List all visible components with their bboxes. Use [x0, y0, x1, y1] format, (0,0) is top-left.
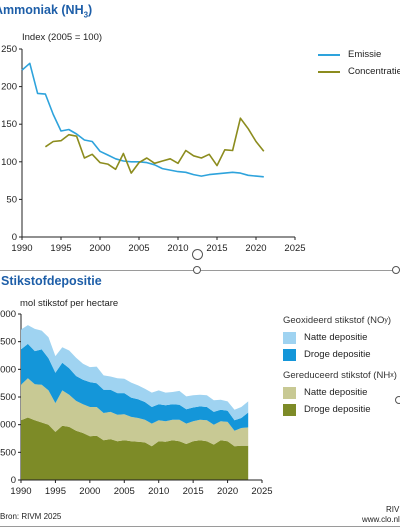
- y-tick-label: 2500: [0, 337, 16, 348]
- bottom-y-axis-unit: mol stikstof per hectare: [20, 298, 119, 309]
- emissie-line: [21, 62, 264, 178]
- y-tick-label: 0: [12, 232, 17, 243]
- nhx-natte-area: [21, 378, 249, 447]
- y-tick-label: 250: [1, 44, 17, 55]
- x-tick-label: 2005: [114, 486, 135, 497]
- source-site: www.clo.nl: [362, 515, 400, 524]
- x-tick-label: 2000: [89, 243, 110, 254]
- nhx-natte-swatch: [283, 386, 296, 399]
- x-tick-label: 1990: [10, 486, 31, 497]
- nhx-droge-area: [21, 417, 249, 480]
- top-chart-title: Ammoniak (NH3): [0, 3, 93, 20]
- bottom-chart-title: Stikstofdepositie: [1, 274, 102, 288]
- y-tick-label: 3000: [0, 309, 16, 320]
- x-tick-label: 2015: [206, 243, 227, 254]
- legend-label: Concentratie: [348, 66, 400, 77]
- source-label: Bron: RIVM 2025: [0, 512, 62, 521]
- y-tick-label: 1500: [0, 392, 16, 403]
- legend-item-concentratie: Concentratie: [318, 63, 400, 80]
- legend-item-nhx-natte: Natte depositie: [283, 384, 397, 401]
- x-tick-label: 1995: [45, 486, 66, 497]
- bottom-divider: [0, 526, 400, 527]
- legend-label: Droge depositie: [304, 404, 371, 415]
- x-tick-label: 2005: [128, 243, 149, 254]
- concentratie-line: [44, 117, 265, 174]
- top-legend: Emissie Concentratie: [318, 46, 400, 80]
- x-tick-label: 2015: [183, 486, 204, 497]
- x-tick-label: 2010: [167, 243, 188, 254]
- x-tick-label: 1995: [50, 243, 71, 254]
- legend-label: Emissie: [348, 49, 382, 60]
- resize-handle-right-middle[interactable]: [395, 396, 400, 404]
- rotate-handle[interactable]: [192, 249, 203, 260]
- y-tick-label: 1000: [0, 420, 16, 431]
- nox-natte-area: [21, 325, 249, 421]
- y-tick-label: 500: [0, 447, 16, 458]
- y-tick-label: 100: [1, 157, 17, 168]
- legend-group-geoxideerd: Geoxideerd stikstof (NO y): [283, 315, 392, 326]
- bottom-legend: Geoxideerd stikstof (NO y) Natte depositi…: [283, 312, 397, 418]
- legend-group-gereduceerd: Gereduceerd stikstof (NH x): [283, 370, 397, 381]
- y-tick-label: 150: [1, 119, 17, 130]
- top-y-axis-unit: Index (2005 = 100): [22, 32, 103, 43]
- emissie-swatch: [318, 53, 340, 56]
- x-tick-label: 2020: [245, 243, 266, 254]
- legend-label: Natte depositie: [304, 387, 368, 398]
- source-code: RIV: [386, 505, 400, 514]
- y-tick-label: 0: [11, 475, 16, 486]
- y-tick-label: 2000: [0, 364, 16, 375]
- legend-item-nox-natte: Natte depositie: [283, 329, 397, 346]
- y-tick-label: 50: [6, 194, 17, 205]
- x-tick-label: 2025: [251, 486, 272, 497]
- top-chart-plot: 0 50 100 150 200 250 1990 1995 2000 2005 2010 2015 2…: [1, 44, 305, 254]
- legend-item-emissie: Emissie: [318, 46, 400, 63]
- x-tick-label: 2025: [284, 243, 305, 254]
- legend-item-nhx-droge: Droge depositie: [283, 401, 397, 418]
- y-tick-label: 200: [1, 82, 17, 93]
- legend-item-nox-droge: Droge depositie: [283, 346, 397, 363]
- legend-label: Natte depositie: [304, 332, 368, 343]
- bottom-chart-plot: 0 500 1000 1500 2000 2500 3000 1990 1995 2000 2005…: [0, 309, 273, 497]
- nox-droge-area: [21, 343, 249, 431]
- resize-handle-top-center[interactable]: [193, 266, 201, 274]
- x-tick-label: 1990: [11, 243, 32, 254]
- nox-natte-swatch: [283, 331, 296, 344]
- nox-droge-swatch: [283, 348, 296, 361]
- legend-label: Droge depositie: [304, 349, 371, 360]
- x-tick-label: 2010: [148, 486, 169, 497]
- x-tick-label: 2020: [217, 486, 238, 497]
- concentratie-swatch: [318, 70, 340, 73]
- nhx-droge-swatch: [283, 403, 296, 416]
- x-tick-label: 2000: [79, 486, 100, 497]
